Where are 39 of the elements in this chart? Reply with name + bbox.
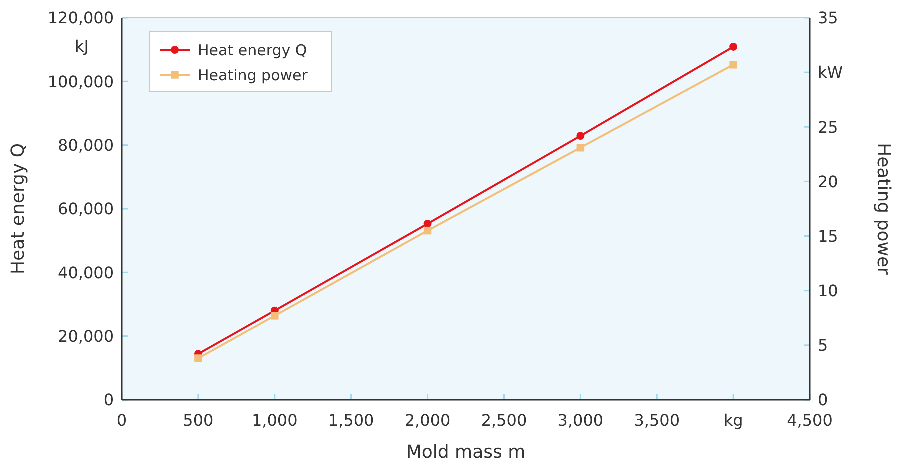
y2-tick-label: 20	[818, 172, 838, 192]
y-tick-label: 0	[104, 390, 114, 410]
x-tick-label: 500	[183, 411, 214, 430]
text: kJ	[75, 37, 89, 56]
y-tick-label: 120,000	[48, 8, 114, 28]
x-tick-label: 3,500	[634, 411, 680, 430]
y2-tick-label: 5	[818, 336, 828, 356]
y2-tick-label: 35	[818, 8, 838, 28]
legend-label: Heating power	[198, 66, 309, 84]
y-tick-label: 80,000	[58, 136, 114, 155]
point	[576, 132, 585, 140]
y-tick-label: 60,000	[58, 200, 114, 219]
y2-tick-label: 25	[818, 118, 838, 137]
legend-label: Heat energy Q	[198, 41, 308, 60]
y2-tick-label: 0	[818, 390, 828, 410]
point	[576, 144, 585, 152]
point	[730, 42, 738, 51]
x-tick-label: 3,000	[558, 411, 604, 430]
y2-axis-title: Heating power	[873, 143, 894, 276]
y2-tick-label: kW	[818, 63, 844, 82]
x-tick-label: 0	[116, 411, 128, 430]
x-axis-title: Mold mass m	[406, 442, 526, 463]
x-tick-label: kg	[724, 411, 744, 430]
y2-tick-label: 15	[818, 226, 838, 246]
x-tick-label: 2,000	[404, 411, 451, 430]
x-tick-label: 1,000	[252, 411, 298, 430]
point	[424, 220, 432, 228]
point	[730, 61, 738, 69]
y-tick-label: 100,000	[48, 72, 114, 92]
x-tick-label: 2,500	[481, 411, 528, 430]
point	[194, 354, 202, 362]
point	[271, 312, 279, 320]
x-tick-label: 1,500	[328, 411, 374, 430]
x-tick-label: 4,500	[787, 411, 833, 430]
y-tick-label: 40,000	[58, 263, 114, 282]
point	[424, 226, 432, 235]
y2-tick-label: 10	[818, 281, 838, 300]
y-axis-title: Heat energy Q	[8, 143, 29, 275]
y-tick-label: 20,000	[58, 326, 114, 346]
